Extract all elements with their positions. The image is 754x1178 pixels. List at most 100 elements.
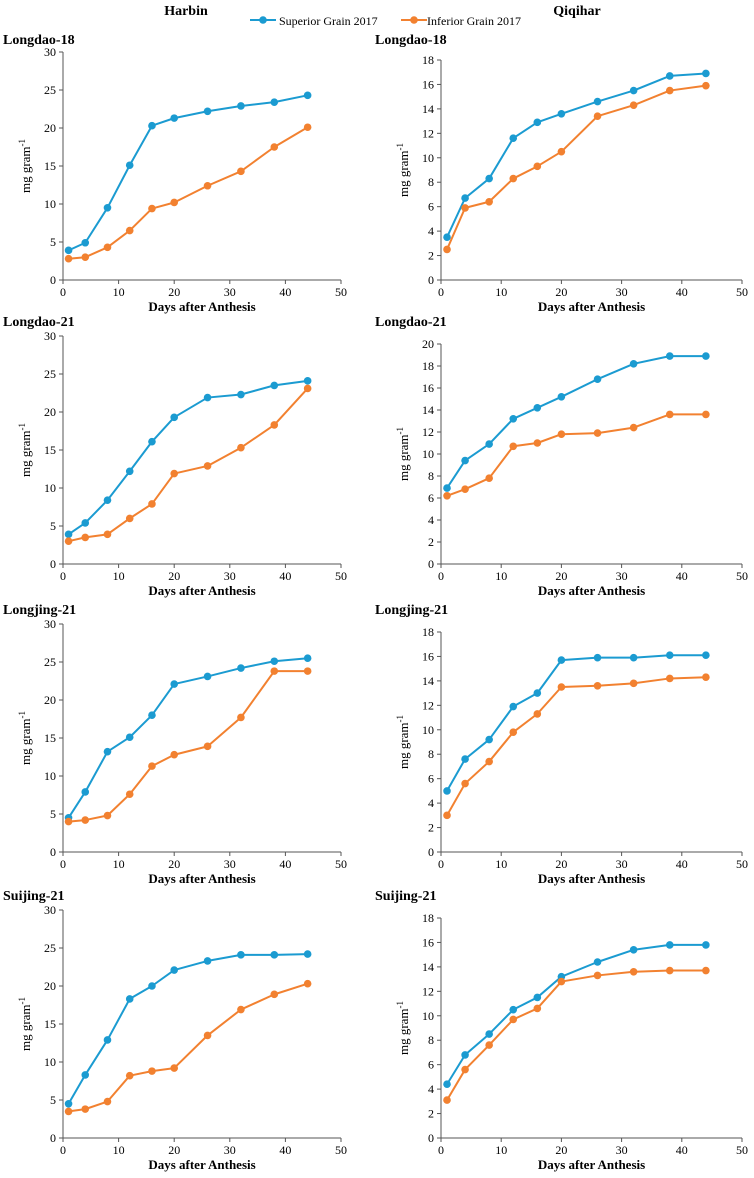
data-point-superior bbox=[702, 651, 710, 660]
y-tick-label: 10 bbox=[44, 1055, 56, 1069]
data-point-superior bbox=[81, 788, 90, 796]
chart-panel: Longdao-18 0 5 10 15 20 25 30 0 10 20 30 40 50 Days af… bbox=[3, 33, 347, 314]
series-line-superior bbox=[68, 94, 308, 252]
x-tick-label: 10 bbox=[113, 1143, 125, 1157]
y-axis-title-superscript: -1 bbox=[17, 997, 27, 1005]
y-tick-label: 25 bbox=[44, 941, 56, 955]
chart-title: Longdao-18 bbox=[375, 33, 447, 48]
x-tick-label: 10 bbox=[113, 285, 125, 299]
x-tick-label: 20 bbox=[555, 285, 567, 299]
data-point-superior bbox=[64, 530, 73, 539]
x-tick-label: 10 bbox=[495, 857, 507, 871]
y-axis-title-superscript: -1 bbox=[395, 143, 405, 151]
y-tick-label: 30 bbox=[44, 45, 56, 59]
y-tick-label: 12 bbox=[422, 425, 434, 439]
chart-title: Suijing-21 bbox=[3, 889, 64, 904]
y-tick-label: 8 bbox=[428, 469, 434, 483]
data-point-inferior bbox=[557, 977, 566, 986]
series-superior bbox=[443, 352, 710, 492]
x-tick-label: 30 bbox=[224, 569, 236, 583]
chart-panel: Longjing-21 0 5 10 15 20 25 30 0 10 20 30 40 50 Days a… bbox=[3, 603, 347, 886]
data-point-superior bbox=[702, 352, 710, 360]
y-tick-label: 18 bbox=[422, 359, 434, 373]
data-point-inferior bbox=[485, 197, 493, 206]
data-point-inferior bbox=[509, 728, 518, 737]
y-tick-label: 0 bbox=[50, 557, 56, 571]
x-tick-label: 0 bbox=[438, 569, 444, 583]
x-tick-label: 20 bbox=[168, 569, 180, 583]
y-tick-label: 5 bbox=[50, 519, 56, 533]
data-point-inferior bbox=[443, 811, 451, 820]
data-point-inferior bbox=[665, 410, 674, 419]
data-point-inferior bbox=[461, 204, 469, 212]
x-tick-label: 30 bbox=[224, 857, 236, 871]
y-axis-title-text: mg gram bbox=[18, 430, 33, 477]
data-point-superior bbox=[125, 467, 134, 476]
chart-title: Longjing-21 bbox=[375, 603, 448, 618]
x-tick-label: 0 bbox=[438, 1143, 444, 1157]
x-tick-label: 10 bbox=[495, 285, 507, 299]
y-tick-label: 30 bbox=[44, 329, 56, 343]
y-tick-label: 15 bbox=[44, 443, 56, 457]
data-point-inferior bbox=[270, 990, 279, 999]
data-point-superior bbox=[443, 1080, 451, 1089]
data-point-inferior bbox=[485, 474, 493, 483]
series-superior bbox=[443, 69, 710, 242]
data-point-inferior bbox=[270, 421, 279, 429]
x-tick-label: 0 bbox=[60, 1143, 66, 1157]
data-point-inferior bbox=[702, 673, 710, 682]
data-point-superior bbox=[509, 1005, 518, 1014]
y-axis-title-text: mg gram bbox=[18, 1004, 33, 1051]
data-point-superior bbox=[237, 390, 245, 399]
chart-panel: Longdao-18 0 2 4 6 8 10 12 14 16 18 0 10 20 30 40 50 Days… bbox=[375, 33, 748, 314]
data-point-inferior bbox=[237, 1005, 245, 1014]
y-axis-title-text: mg gram bbox=[18, 718, 33, 765]
data-point-inferior bbox=[81, 816, 90, 824]
data-point-superior bbox=[203, 957, 212, 965]
data-point-inferior bbox=[81, 253, 90, 261]
x-tick-label: 10 bbox=[495, 1143, 507, 1157]
y-axis-title-text: mg gram bbox=[18, 146, 33, 193]
y-tick-label: 5 bbox=[50, 807, 56, 821]
series-line-inferior bbox=[68, 670, 308, 823]
y-tick-label: 25 bbox=[44, 655, 56, 669]
x-tick-label: 40 bbox=[676, 1143, 688, 1157]
series-superior bbox=[443, 651, 710, 795]
y-tick-label: 30 bbox=[44, 903, 56, 917]
data-point-superior bbox=[125, 161, 134, 170]
data-point-inferior bbox=[148, 1067, 156, 1075]
data-point-inferior bbox=[170, 198, 178, 207]
data-point-inferior bbox=[461, 779, 469, 788]
data-point-inferior bbox=[629, 423, 638, 432]
data-point-inferior bbox=[148, 762, 156, 770]
y-tick-label: 15 bbox=[44, 731, 56, 745]
data-point-superior bbox=[702, 941, 710, 949]
series-line-inferior bbox=[446, 676, 706, 816]
data-point-superior bbox=[203, 107, 212, 116]
data-point-inferior bbox=[461, 485, 469, 494]
data-point-superior bbox=[148, 121, 156, 130]
x-tick-label: 50 bbox=[736, 1143, 748, 1157]
series-inferior bbox=[64, 667, 312, 826]
y-tick-label: 14 bbox=[422, 102, 434, 116]
x-tick-label: 40 bbox=[279, 285, 291, 299]
data-point-inferior bbox=[629, 101, 638, 110]
series-inferior bbox=[443, 673, 710, 820]
data-point-superior bbox=[303, 91, 312, 100]
data-point-inferior bbox=[533, 439, 542, 447]
series-superior bbox=[443, 941, 710, 1089]
data-point-inferior bbox=[103, 1097, 112, 1106]
x-axis-title: Days after Anthesis bbox=[148, 299, 255, 314]
data-point-inferior bbox=[665, 86, 674, 95]
y-axis-title: mg gram-1 bbox=[395, 143, 411, 197]
y-tick-label: 10 bbox=[44, 481, 56, 495]
x-tick-label: 0 bbox=[438, 857, 444, 871]
series-inferior bbox=[443, 966, 710, 1104]
data-point-inferior bbox=[148, 500, 156, 508]
data-point-superior bbox=[509, 134, 518, 143]
y-tick-label: 8 bbox=[428, 1033, 434, 1047]
y-tick-label: 12 bbox=[422, 698, 434, 712]
data-point-superior bbox=[509, 702, 518, 711]
y-tick-label: 10 bbox=[44, 769, 56, 783]
